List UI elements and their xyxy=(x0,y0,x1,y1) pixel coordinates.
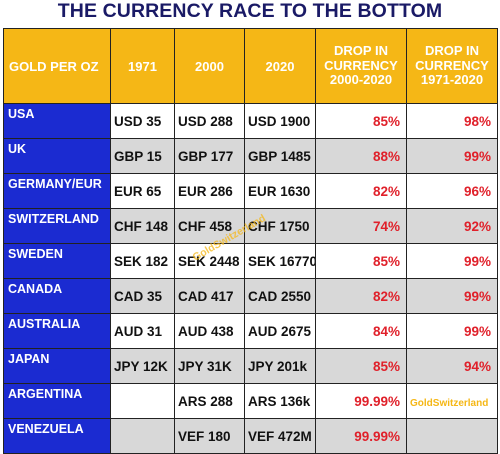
drop-2000-2020: 85% xyxy=(315,348,407,384)
value-2020: CHF 1750 xyxy=(244,208,316,244)
country-label: GERMANY/EUR xyxy=(3,173,111,209)
drop-2000-2020: 88% xyxy=(315,138,407,174)
drop-2000-2020: 85% xyxy=(315,243,407,279)
value-2020: CAD 2550 xyxy=(244,278,316,314)
country-label: SWEDEN xyxy=(3,243,111,279)
value-1971: GBP 15 xyxy=(110,138,175,174)
table-row: JAPAN JPY 12K JPY 31K JPY 201k 85% 94% xyxy=(3,348,498,384)
value-1971 xyxy=(110,418,175,454)
value-2020: ARS 136k xyxy=(244,383,316,419)
country-label: JAPAN xyxy=(3,348,111,384)
column-header: DROP IN CURRENCY 1971-2020 xyxy=(406,28,498,104)
drop-1971-2020: 99% xyxy=(406,313,498,349)
country-label: CANADA xyxy=(3,278,111,314)
value-1971: EUR 65 xyxy=(110,173,175,209)
drop-2000-2020: 82% xyxy=(315,278,407,314)
column-header: 2000 xyxy=(174,28,245,104)
value-1971: AUD 31 xyxy=(110,313,175,349)
value-1971: SEK 182 xyxy=(110,243,175,279)
table-row: SWEDEN SEK 182 SEK 2448 SEK 16770 85% 99% xyxy=(3,243,498,279)
table-row: SWITZERLAND CHF 148 CHF 458 CHF 1750 74% 92% xyxy=(3,208,498,244)
table-row: USA USD 35 USD 288 USD 1900 85% 98% xyxy=(3,103,498,139)
drop-1971-2020: 99% xyxy=(406,278,498,314)
drop-1971-2020: 94% xyxy=(406,348,498,384)
value-2000: GBP 177 xyxy=(174,138,245,174)
drop-1971-2020: GoldSwitzerland xyxy=(406,383,498,419)
country-label: SWITZERLAND xyxy=(3,208,111,244)
country-label: AUSTRALIA xyxy=(3,313,111,349)
column-header: 2020 xyxy=(244,28,316,104)
table-row: VENEZUELA VEF 180 VEF 472M 99.99% xyxy=(3,418,498,454)
drop-2000-2020: 85% xyxy=(315,103,407,139)
drop-1971-2020 xyxy=(406,418,498,454)
table-row: CANADA CAD 35 CAD 417 CAD 2550 82% 99% xyxy=(3,278,498,314)
table-row: GERMANY/EUR EUR 65 EUR 286 EUR 1630 82% 96% xyxy=(3,173,498,209)
drop-2000-2020: 82% xyxy=(315,173,407,209)
drop-2000-2020: 84% xyxy=(315,313,407,349)
table-row: UK GBP 15 GBP 177 GBP 1485 88% 99% xyxy=(3,138,498,174)
value-2000: AUD 438 xyxy=(174,313,245,349)
drop-1971-2020: 99% xyxy=(406,138,498,174)
value-2020: JPY 201k xyxy=(244,348,316,384)
value-2020: SEK 16770 xyxy=(244,243,316,279)
country-label: ARGENTINA xyxy=(3,383,111,419)
table-row: ARGENTINA ARS 288 ARS 136k 99.99% GoldSwitze… xyxy=(3,383,498,419)
column-header: DROP IN CURRENCY 2000-2020 xyxy=(315,28,407,104)
value-1971 xyxy=(110,383,175,419)
column-header: GOLD PER OZ xyxy=(3,28,111,104)
value-2000: USD 288 xyxy=(174,103,245,139)
value-1971: CHF 148 xyxy=(110,208,175,244)
drop-1971-2020: 98% xyxy=(406,103,498,139)
header-row: GOLD PER OZ 1971 2000 2020 DROP IN CURRE… xyxy=(3,28,498,104)
drop-1971-2020: 92% xyxy=(406,208,498,244)
drop-1971-2020: 96% xyxy=(406,173,498,209)
drop-2000-2020: 99.99% xyxy=(315,383,407,419)
value-2020: VEF 472M xyxy=(244,418,316,454)
value-1971: USD 35 xyxy=(110,103,175,139)
drop-1971-2020: 99% xyxy=(406,243,498,279)
value-2020: AUD 2675 xyxy=(244,313,316,349)
value-2000: EUR 286 xyxy=(174,173,245,209)
value-2000: SEK 2448 xyxy=(174,243,245,279)
value-1971: JPY 12K xyxy=(110,348,175,384)
currency-table: GOLD PER OZ 1971 2000 2020 DROP IN CURRE… xyxy=(3,28,498,454)
drop-2000-2020: 99.99% xyxy=(315,418,407,454)
value-2000: VEF 180 xyxy=(174,418,245,454)
value-2000: CAD 417 xyxy=(174,278,245,314)
country-label: USA xyxy=(3,103,111,139)
value-2020: EUR 1630 xyxy=(244,173,316,209)
column-header: 1971 xyxy=(110,28,175,104)
country-label: UK xyxy=(3,138,111,174)
value-2000: JPY 31K xyxy=(174,348,245,384)
table-row: AUSTRALIA AUD 31 AUD 438 AUD 2675 84% 99% xyxy=(3,313,498,349)
value-2020: GBP 1485 xyxy=(244,138,316,174)
value-2020: USD 1900 xyxy=(244,103,316,139)
country-label: VENEZUELA xyxy=(3,418,111,454)
page-title: THE CURRENCY RACE TO THE BOTTOM xyxy=(57,0,443,22)
value-1971: CAD 35 xyxy=(110,278,175,314)
value-2000: CHF 458 xyxy=(174,208,245,244)
value-2000: ARS 288 xyxy=(174,383,245,419)
watermark-inline: GoldSwitzerland xyxy=(410,397,489,409)
drop-2000-2020: 74% xyxy=(315,208,407,244)
